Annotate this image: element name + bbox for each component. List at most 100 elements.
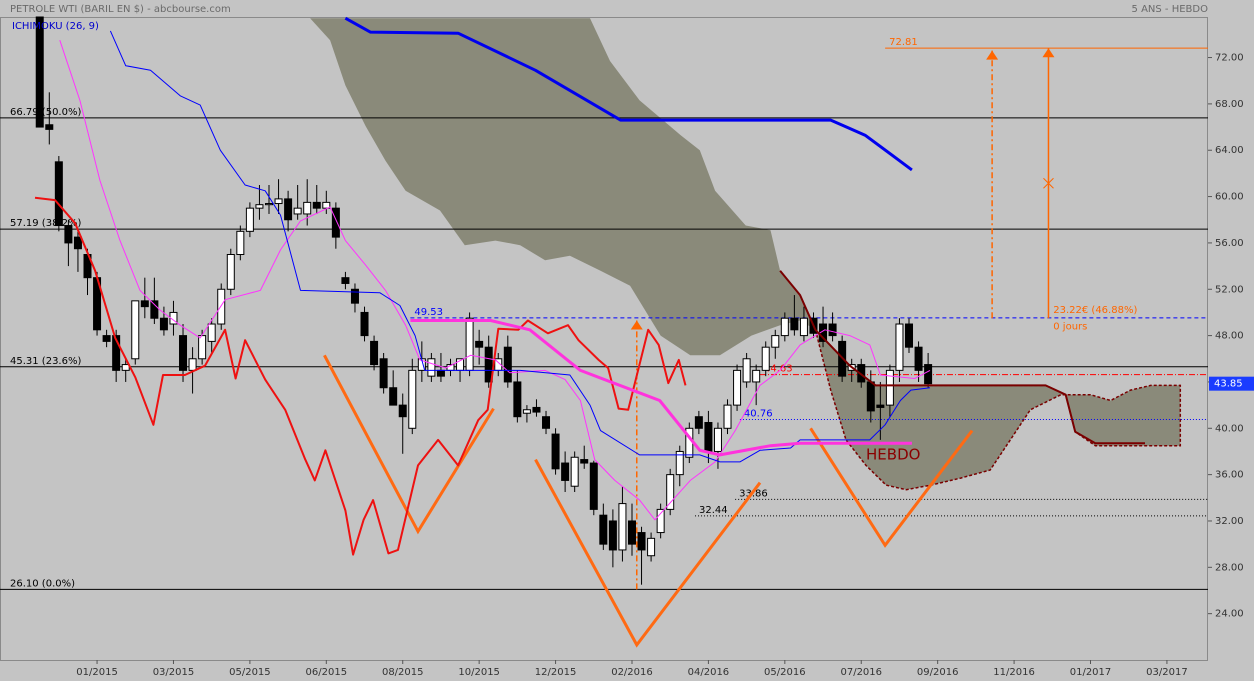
candle-body xyxy=(618,503,627,551)
x-tick-label: 09/2016 xyxy=(917,667,959,678)
candle-body xyxy=(895,323,904,371)
candle-body xyxy=(914,346,923,371)
indicator-line xyxy=(109,30,931,463)
candle-body xyxy=(331,207,340,238)
annotation: HEBDO xyxy=(866,445,920,463)
x-tick-label: 05/2016 xyxy=(764,667,806,678)
level-label: 40.76 xyxy=(744,408,773,419)
candle-body xyxy=(188,358,197,371)
y-tick-label: 32.00 xyxy=(1215,516,1244,527)
y-tick-label: 60.00 xyxy=(1215,192,1244,203)
candle-body xyxy=(45,124,54,130)
chart-subtitle: 5 ANS - HEBDO xyxy=(1132,4,1209,15)
candle-body xyxy=(599,514,608,545)
level-label: 49.53 xyxy=(414,307,443,318)
candle-body xyxy=(713,427,722,452)
x-tick-label: 03/2015 xyxy=(153,667,195,678)
indicator-line xyxy=(410,319,912,457)
candle-body xyxy=(513,381,522,418)
x-tick-label: 05/2015 xyxy=(229,667,271,678)
candle-body xyxy=(140,300,149,308)
candle-body xyxy=(484,346,493,383)
candle-body xyxy=(284,198,293,221)
candle-body xyxy=(159,317,168,331)
indicator-line xyxy=(779,270,1145,445)
candle-body xyxy=(752,369,761,383)
candle-body xyxy=(666,474,675,510)
candle-body xyxy=(551,433,560,470)
arrow-head xyxy=(986,50,999,60)
candle-body xyxy=(465,317,474,371)
candle-body xyxy=(704,421,713,452)
candle-body xyxy=(694,416,703,429)
x-tick-label: 01/2015 xyxy=(76,667,118,678)
candle-body xyxy=(293,207,302,215)
candle-body xyxy=(264,203,273,206)
trend-line xyxy=(809,427,974,548)
level-label: 33.86 xyxy=(739,488,768,499)
candle-body xyxy=(274,198,283,205)
y-tick-label: 52.00 xyxy=(1215,284,1244,295)
candle-body xyxy=(360,311,369,337)
arrow-head xyxy=(630,320,643,330)
x-tick-label: 06/2015 xyxy=(306,667,348,678)
candle-body xyxy=(627,520,636,545)
x-tick-label: 08/2015 xyxy=(382,667,424,678)
plot-layer: 66.79 (50.0%) 57.19 (38.2%) 45.31 (23.6%) 2… xyxy=(0,16,1208,648)
candle-body xyxy=(64,225,73,244)
candle-body xyxy=(647,537,656,557)
candle-body xyxy=(236,230,245,256)
ichimoku-cloud xyxy=(813,327,1182,491)
level-label: 72.81 xyxy=(889,37,918,48)
candle-body xyxy=(589,462,598,510)
level-label: 57.19 (38.2%) xyxy=(10,218,81,229)
candle-body xyxy=(503,346,512,383)
candle-body xyxy=(54,161,63,227)
candle-body xyxy=(112,335,121,371)
x-tick-label: 10/2015 xyxy=(458,667,500,678)
candle-body xyxy=(73,236,82,250)
last-price-label: 43.85 xyxy=(1214,379,1243,390)
candle-body xyxy=(379,358,388,389)
candle-body xyxy=(675,450,684,476)
candle-body xyxy=(226,254,235,290)
candle-body xyxy=(102,335,111,342)
y-tick-label: 48.00 xyxy=(1215,331,1244,342)
candle-body xyxy=(580,459,589,464)
candle-body xyxy=(522,409,531,414)
candle-body xyxy=(656,508,665,534)
candle-body xyxy=(370,340,379,366)
candle-body xyxy=(389,387,398,406)
candle-body xyxy=(742,358,751,383)
y-tick-label: 40.00 xyxy=(1215,423,1244,434)
trend-line xyxy=(534,458,762,648)
candle-body xyxy=(245,207,254,232)
y-tick-label: 56.00 xyxy=(1215,238,1244,249)
candle-body xyxy=(436,369,445,377)
candle-body xyxy=(723,404,732,429)
level-label: 32.44 xyxy=(699,505,728,516)
candle-body xyxy=(150,300,159,319)
trend-line xyxy=(323,354,495,535)
measure-cross xyxy=(1043,177,1054,189)
x-tick-label: 01/2017 xyxy=(1070,667,1112,678)
candle-body xyxy=(207,323,216,342)
candle-body xyxy=(532,406,541,413)
x-tick-label: 02/2016 xyxy=(611,667,653,678)
y-tick-label: 36.00 xyxy=(1215,470,1244,481)
candle-body xyxy=(761,346,770,371)
annotation: 0 jours xyxy=(1053,321,1087,332)
indicator-legend: ICHIMOKU (26, 9) xyxy=(12,21,99,32)
candle-body xyxy=(608,520,617,551)
candle-body xyxy=(35,16,44,128)
candle-body xyxy=(733,369,742,406)
candle-body xyxy=(561,462,570,481)
level-label: 26.10 (0.0%) xyxy=(10,578,75,589)
y-tick-label: 24.00 xyxy=(1215,609,1244,620)
x-tick-label: 11/2016 xyxy=(993,667,1035,678)
x-tick-label: 12/2015 xyxy=(535,667,577,678)
candle-body xyxy=(341,277,350,284)
candle-body xyxy=(179,335,188,371)
